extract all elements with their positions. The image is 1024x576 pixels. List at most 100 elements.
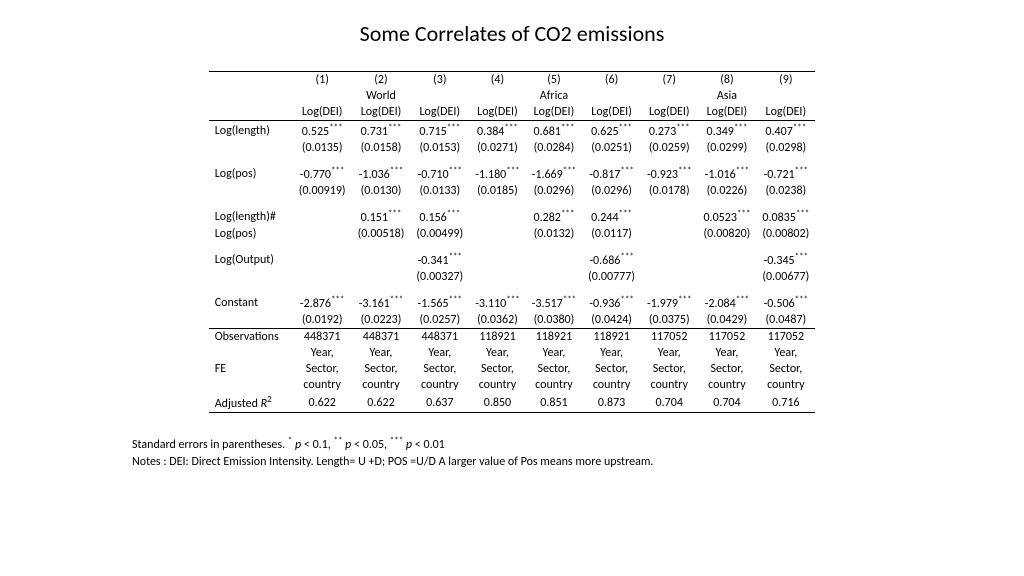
se: (0.00518) [352,226,411,242]
fe: Year, [293,345,352,361]
row-label: Constant [209,293,293,312]
regression-table: (1) (2) (3) (4) (5) (6) (7) (8) (9) Worl… [209,71,816,413]
se: (0.00777) [582,269,641,285]
coef: -0.770*** [293,164,352,183]
se: (0.0424) [582,312,641,329]
group-asia: Asia [697,88,756,104]
col-num: (4) [469,72,525,89]
se: (0.0135) [293,140,352,156]
depvar: Log(DEI) [410,104,469,121]
r2: 0.716 [756,393,815,413]
coef: -1.669*** [526,164,582,183]
coef [697,250,756,269]
r2: 0.873 [582,393,641,413]
se [352,269,411,285]
obs: 118921 [469,329,525,346]
coef [293,250,352,269]
se [697,269,756,285]
coef [469,207,525,226]
se: (0.00677) [756,269,815,285]
se: (0.0238) [756,183,815,199]
coef: 0.0523*** [697,207,756,226]
row-label: Log(length) [209,121,293,141]
notes-line: Standard errors in parentheses. * p < 0.… [132,435,892,454]
coef: 0.282*** [526,207,582,226]
coef: 0.731*** [352,121,411,141]
coef [641,207,697,226]
coef: -0.341*** [410,250,469,269]
coef: -3.517*** [526,293,582,312]
coef: -3.110*** [469,293,525,312]
depvar: Log(DEI) [641,104,697,121]
depvar: Log(DEI) [469,104,525,121]
se: (0.0257) [410,312,469,329]
se [293,269,352,285]
obs: 117052 [697,329,756,346]
table-notes: Standard errors in parentheses. * p < 0.… [132,435,892,471]
depvar: Log(DEI) [756,104,815,121]
coef: -3.161*** [352,293,411,312]
coef: 0.525*** [293,121,352,141]
r2: 0.704 [641,393,697,413]
se [469,226,525,242]
row-label: FE [209,361,293,377]
group-world: World [352,88,411,104]
se [641,269,697,285]
se: (0.0178) [641,183,697,199]
obs: 117052 [756,329,815,346]
coef: -1.016*** [697,164,756,183]
se: (0.0380) [526,312,582,329]
col-num: (2) [352,72,411,89]
se: (0.0251) [582,140,641,156]
r2: 0.622 [352,393,411,413]
coef: -0.506*** [756,293,815,312]
se: (0.0296) [582,183,641,199]
r2: 0.851 [526,393,582,413]
coef: -0.345*** [756,250,815,269]
se: (0.0185) [469,183,525,199]
r2: 0.622 [293,393,352,413]
coef: -1.979*** [641,293,697,312]
row-label: Log(pos) [209,226,293,242]
se: (0.0271) [469,140,525,156]
se: (0.0130) [352,183,411,199]
coef: -0.817*** [582,164,641,183]
se: (0.0299) [697,140,756,156]
coef: 0.625*** [582,121,641,141]
coef: 0.273*** [641,121,697,141]
col-num: (5) [526,72,582,89]
coef: -1.036*** [352,164,411,183]
col-num: (6) [582,72,641,89]
row-label: Log(Output) [209,250,293,269]
se [293,226,352,242]
se: (0.00327) [410,269,469,285]
col-num: (8) [697,72,756,89]
coef: 0.407*** [756,121,815,141]
notes-line: Notes : DEI: Direct Emission Intensity. … [132,454,892,471]
coef: 0.681*** [526,121,582,141]
row-label: Observations [209,329,293,346]
se: (0.0192) [293,312,352,329]
se: (0.0226) [697,183,756,199]
coef: 0.715*** [410,121,469,141]
coef: 0.151*** [352,207,411,226]
row-label: Log(length)# [209,207,293,226]
depvar: Log(DEI) [582,104,641,121]
obs: 448371 [352,329,411,346]
se: (0.0132) [526,226,582,242]
coef: -0.686*** [582,250,641,269]
coef: -0.923*** [641,164,697,183]
coef [641,250,697,269]
se: (0.00919) [293,183,352,199]
coef: 0.244*** [582,207,641,226]
page-title: Some Correlates of CO2 emissions [40,20,984,47]
coef: 0.349*** [697,121,756,141]
coef: -2.876*** [293,293,352,312]
r2: 0.704 [697,393,756,413]
se: (0.0375) [641,312,697,329]
se: (0.0298) [756,140,815,156]
coef [352,250,411,269]
row-label: Adjusted R2 [209,393,293,413]
se: (0.0133) [410,183,469,199]
r2: 0.850 [469,393,525,413]
